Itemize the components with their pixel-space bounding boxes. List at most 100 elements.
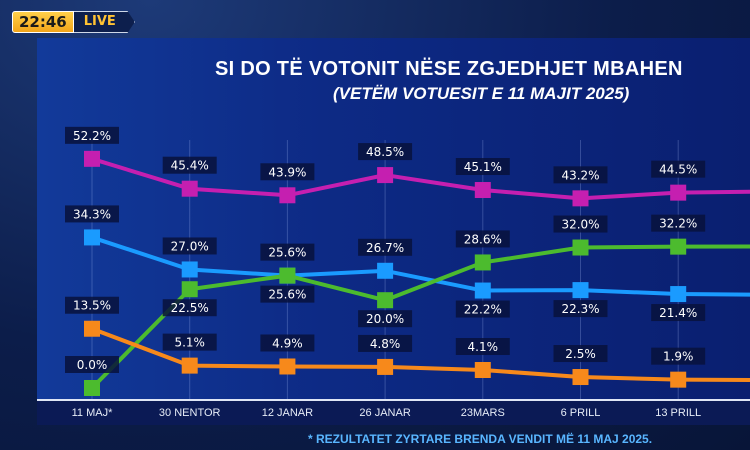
data-label-bg — [65, 356, 119, 373]
x-tick-label: 11 MAJ* — [72, 407, 113, 419]
data-label-orange: 4.8% — [370, 337, 401, 351]
data-label-blue: 21.4% — [659, 306, 697, 320]
data-label-bg — [260, 334, 315, 352]
data-point-magenta — [670, 184, 687, 201]
data-label-blue: 22.2% — [464, 303, 502, 317]
data-point-blue — [474, 282, 491, 299]
data-point-blue — [572, 282, 589, 299]
data-label-green: 32.0% — [561, 218, 599, 232]
data-label-blue: 27.0% — [171, 239, 209, 253]
data-point-green — [572, 239, 589, 256]
data-label-bg — [162, 299, 217, 317]
series-line-orange — [91, 326, 750, 383]
chart-subtitle: (VETËM VOTUESIT E 11 MAJIT 2025) — [333, 84, 630, 103]
x-axis-band — [37, 400, 750, 425]
data-label-green: 0.0% — [77, 358, 108, 372]
x-tick-label: 12 JANAR — [262, 407, 313, 419]
x-tick-label: 26 JANAR — [359, 407, 410, 419]
data-point-magenta — [572, 190, 589, 207]
data-label-orange: 13.5% — [73, 299, 111, 313]
live-label: LIVE — [73, 11, 135, 33]
data-label-blue: 25.6% — [268, 246, 306, 260]
data-point-green — [84, 380, 100, 396]
live-badge: 22:46 LIVE — [12, 11, 135, 33]
data-label-bg — [260, 163, 315, 181]
data-label-green: 20.0% — [366, 312, 404, 326]
data-label-bg — [358, 143, 413, 161]
data-point-orange — [670, 371, 687, 388]
series-line-magenta — [91, 156, 750, 201]
data-label-bg — [651, 347, 706, 365]
data-point-orange — [181, 357, 198, 374]
data-label-orange: 4.9% — [272, 336, 303, 350]
data-point-blue — [84, 229, 100, 246]
data-label-bg — [651, 304, 706, 322]
data-point-green — [474, 254, 491, 271]
data-label-bg — [651, 214, 706, 232]
data-label-orange: 4.1% — [468, 340, 499, 354]
data-point-magenta — [377, 167, 394, 184]
data-label-green: 32.2% — [659, 217, 697, 231]
data-point-orange — [279, 358, 296, 375]
data-label-bg — [455, 230, 510, 248]
x-tick-label: 13 PRILL — [655, 407, 701, 419]
chart-panel — [37, 38, 750, 425]
data-label-bg — [162, 333, 217, 351]
data-label-green: 28.6% — [464, 232, 502, 246]
footnote: * REZULTATET ZYRTARE BRENDA VENDIT MË 11… — [308, 432, 653, 446]
data-label-bg — [553, 345, 608, 363]
data-point-green — [377, 292, 394, 309]
data-label-bg — [65, 205, 119, 223]
data-label-bg — [260, 243, 315, 261]
data-label-bg — [162, 156, 217, 174]
x-tick-label: 30 NENTOR — [159, 407, 221, 419]
data-point-orange — [377, 358, 394, 375]
x-tick-label: 23MARS — [461, 407, 505, 419]
data-point-magenta — [84, 150, 100, 167]
data-point-green — [670, 238, 687, 255]
data-label-blue: 34.3% — [73, 207, 111, 221]
data-point-orange — [84, 320, 100, 337]
data-label-magenta: 45.1% — [464, 160, 502, 174]
data-label-blue: 26.7% — [366, 241, 404, 255]
x-tick-label: 6 PRILL — [561, 407, 601, 419]
data-label-bg — [65, 296, 119, 314]
data-label-magenta: 44.5% — [659, 163, 697, 177]
data-label-bg — [553, 166, 608, 184]
chart-title: SI DO TË VOTONIT NËSE ZGJEDHJET MBAHEN — [215, 58, 683, 80]
data-label-bg — [651, 160, 706, 178]
data-label-bg — [455, 338, 510, 356]
data-label-bg — [358, 238, 413, 256]
data-point-magenta — [181, 180, 198, 197]
data-label-bg — [162, 237, 217, 255]
data-point-green — [279, 267, 296, 284]
broadcast-time: 22:46 — [12, 11, 74, 33]
data-point-blue — [377, 262, 394, 279]
data-point-orange — [572, 369, 589, 386]
data-label-bg — [358, 310, 413, 328]
data-point-magenta — [279, 187, 296, 204]
data-label-magenta: 43.2% — [561, 168, 599, 182]
data-label-bg — [358, 334, 413, 352]
data-label-orange: 5.1% — [174, 336, 205, 350]
data-label-magenta: 52.2% — [73, 129, 111, 143]
data-label-magenta: 43.9% — [268, 165, 306, 179]
data-label-green: 22.5% — [171, 301, 209, 315]
data-label-magenta: 45.4% — [171, 159, 209, 173]
data-point-magenta — [474, 182, 491, 199]
data-label-orange: 1.9% — [663, 350, 694, 364]
data-label-magenta: 48.5% — [366, 145, 404, 159]
data-label-blue: 22.3% — [561, 302, 599, 316]
data-label-bg — [455, 300, 510, 318]
data-point-green — [181, 281, 198, 298]
data-point-blue — [670, 286, 687, 303]
data-point-blue — [181, 261, 198, 278]
data-label-bg — [65, 126, 119, 144]
data-label-bg — [553, 300, 608, 318]
data-label-bg — [260, 285, 315, 303]
data-label-bg — [455, 158, 510, 176]
series-line-green — [90, 244, 750, 390]
data-label-bg — [553, 215, 608, 233]
data-label-orange: 2.5% — [565, 347, 596, 361]
